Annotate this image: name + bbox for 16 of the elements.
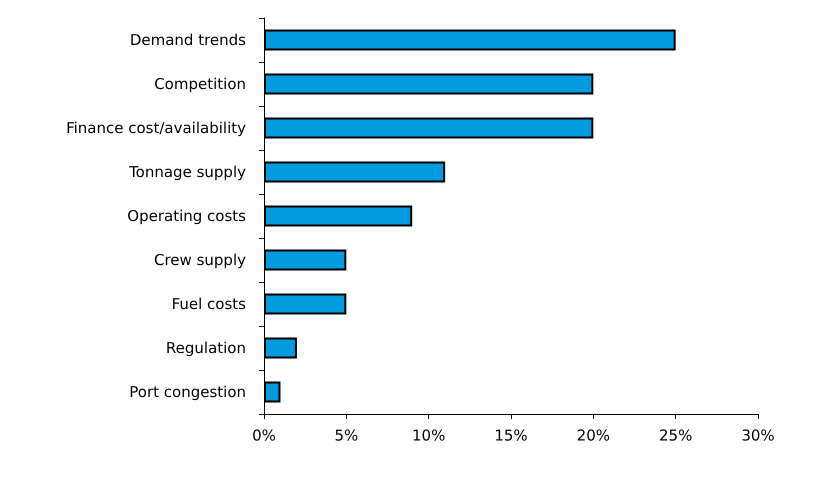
y-tick-label: Finance cost/availability xyxy=(66,119,246,137)
x-tick-label: 10% xyxy=(412,426,446,444)
y-tick-label: Regulation xyxy=(166,339,246,357)
x-tick-label: 25% xyxy=(658,426,692,444)
y-tick-label: Port congestion xyxy=(129,383,246,401)
y-tick-label: Competition xyxy=(154,75,246,93)
y-tick-label: Demand trends xyxy=(130,31,246,49)
x-tick-label: 30% xyxy=(741,426,775,444)
y-tick-label: Fuel costs xyxy=(172,295,246,313)
y-tick-label: Tonnage supply xyxy=(128,163,246,181)
x-tick-label: 0% xyxy=(252,426,276,444)
y-tick-label: Operating costs xyxy=(127,207,246,225)
y-tick-label: Crew supply xyxy=(154,251,246,269)
x-tick-label: 20% xyxy=(576,426,610,444)
x-tick-label: 15% xyxy=(494,426,528,444)
x-tick-label: 5% xyxy=(334,426,358,444)
